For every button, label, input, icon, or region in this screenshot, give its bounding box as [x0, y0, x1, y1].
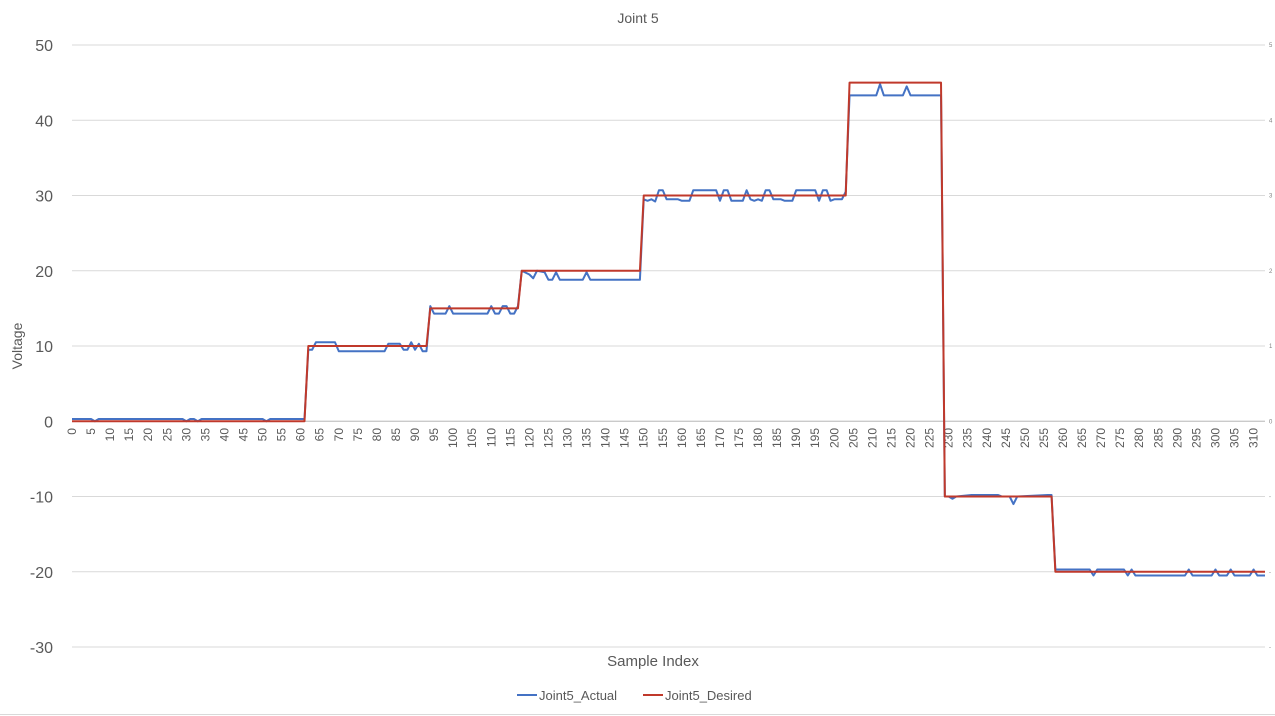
x-tick-label: 150 [637, 428, 651, 448]
secondary-tick-label: 0 [1269, 419, 1273, 425]
x-axis-label: Sample Index [607, 653, 699, 670]
x-tick-label: 205 [846, 428, 860, 448]
x-tick-label: 50 [256, 428, 270, 442]
legend-label-desired: Joint5_Desired [665, 688, 752, 703]
x-tick-label: 15 [122, 428, 136, 442]
x-tick-label: 25 [160, 428, 174, 442]
x-tick-label: 190 [789, 428, 803, 448]
x-tick-label: 30 [179, 428, 193, 442]
gridlines [72, 44, 1265, 648]
x-tick-label: 85 [389, 428, 403, 442]
legend: Joint5_Actual Joint5_Desired [517, 688, 752, 703]
x-tick-label: 40 [217, 428, 231, 442]
secondary-axis-ticks: 5 4 3 2 1 0 - - - [1269, 43, 1273, 651]
x-tick-label: 20 [141, 428, 155, 442]
y-tick-label: 30 [35, 189, 53, 206]
y-tick-label: 0 [44, 414, 53, 431]
x-tick-label: 215 [884, 428, 898, 448]
y-axis-ticks: 50 40 30 20 10 0 -10 -20 -30 [30, 38, 53, 657]
secondary-tick-label: - [1269, 570, 1271, 576]
x-tick-label: 120 [522, 428, 536, 448]
y-axis-label: Voltage [9, 322, 25, 369]
x-tick-label: 115 [503, 428, 517, 447]
x-tick-label: 145 [618, 428, 632, 448]
secondary-tick-label: 2 [1269, 269, 1273, 275]
x-tick-label: 80 [370, 428, 384, 442]
x-tick-label: 180 [751, 428, 765, 448]
x-tick-label: 275 [1113, 428, 1127, 448]
x-tick-label: 200 [827, 428, 841, 448]
x-tick-label: 165 [694, 428, 708, 448]
x-tick-label: 280 [1132, 428, 1146, 448]
x-tick-label: 185 [770, 428, 784, 448]
x-tick-label: 300 [1208, 428, 1222, 448]
x-tick-label: 45 [237, 428, 251, 442]
x-tick-label: 0 [65, 428, 79, 435]
x-tick-label: 75 [351, 428, 365, 442]
x-tick-label: 290 [1170, 428, 1184, 448]
series-lines [72, 81, 1265, 577]
x-tick-label: 245 [999, 428, 1013, 448]
x-tick-label: 250 [1018, 428, 1032, 448]
x-tick-label: 110 [484, 428, 498, 447]
x-tick-label: 55 [275, 428, 289, 442]
x-tick-label: 70 [332, 428, 346, 442]
x-tick-label: 35 [198, 428, 212, 442]
series-line-actual [72, 83, 1265, 577]
x-tick-label: 195 [808, 428, 822, 448]
x-tick-label: 160 [675, 428, 689, 448]
secondary-tick-label: 3 [1269, 194, 1273, 200]
x-tick-label: 175 [732, 428, 746, 448]
x-tick-label: 260 [1056, 428, 1070, 448]
x-tick-label: 105 [465, 428, 479, 448]
x-tick-label: 240 [980, 428, 994, 448]
x-tick-label: 270 [1094, 428, 1108, 448]
y-tick-label: 10 [35, 339, 53, 356]
y-tick-label: 20 [35, 264, 53, 281]
chart-title: Joint 5 [617, 10, 658, 26]
x-tick-label: 60 [294, 428, 308, 442]
x-tick-label: 295 [1189, 428, 1203, 448]
series-line-desired [72, 81, 1265, 573]
y-tick-label: -10 [30, 490, 53, 507]
legend-label-actual: Joint5_Actual [539, 688, 617, 703]
y-tick-label: 50 [35, 38, 53, 55]
x-tick-label: 65 [313, 428, 327, 442]
y-tick-label: -30 [30, 640, 53, 657]
y-tick-label: -20 [30, 565, 53, 582]
x-axis-ticks: 0 5 10 15 20 25 30 35 40 45 50 55 60 65 70 75 80 85 90 95 10… [65, 428, 1261, 448]
x-tick-label: 10 [103, 428, 117, 442]
x-tick-label: 135 [580, 428, 594, 448]
x-tick-label: 305 [1228, 428, 1242, 448]
secondary-tick-label: 5 [1269, 43, 1273, 49]
x-tick-label: 170 [713, 428, 727, 448]
x-tick-label: 225 [923, 428, 937, 448]
secondary-tick-label: - [1269, 495, 1271, 501]
secondary-tick-label: 1 [1269, 344, 1273, 350]
x-tick-label: 130 [560, 428, 574, 448]
x-tick-label: 265 [1075, 428, 1089, 448]
x-tick-label: 155 [656, 428, 670, 448]
secondary-tick-label: - [1269, 645, 1271, 651]
bottom-border [0, 714, 1275, 715]
x-tick-label: 310 [1247, 428, 1261, 448]
x-tick-label: 125 [541, 428, 555, 448]
x-tick-label: 235 [961, 428, 975, 448]
x-tick-label: 100 [446, 428, 460, 448]
x-tick-label: 140 [599, 428, 613, 448]
secondary-tick-label: 4 [1269, 118, 1273, 124]
y-tick-label: 40 [35, 113, 53, 130]
x-tick-label: 285 [1151, 428, 1165, 448]
x-tick-label: 95 [427, 428, 441, 442]
x-tick-label: 255 [1037, 428, 1051, 448]
x-tick-label: 5 [84, 428, 98, 435]
x-tick-label: 220 [904, 428, 918, 448]
x-tick-label: 210 [865, 428, 879, 448]
x-tick-label: 90 [408, 428, 422, 442]
